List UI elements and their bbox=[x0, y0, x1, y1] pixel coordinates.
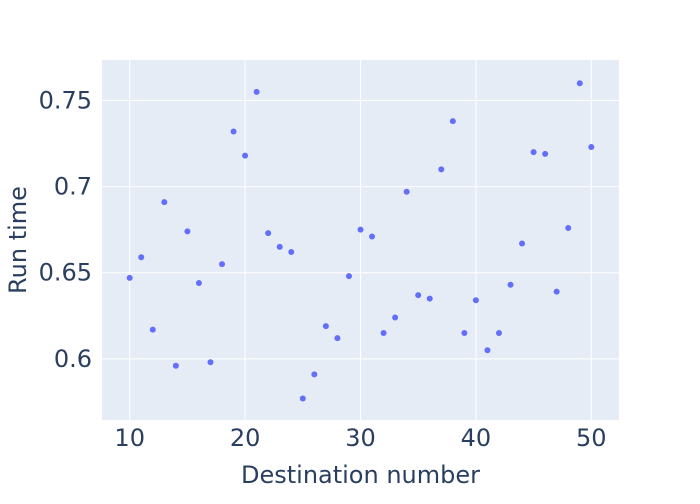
x-tick-label: 10 bbox=[114, 424, 145, 452]
data-point[interactable] bbox=[288, 249, 295, 256]
data-point[interactable] bbox=[461, 330, 468, 337]
data-point[interactable] bbox=[576, 80, 583, 87]
y-tick-label: 0.6 bbox=[54, 345, 92, 373]
y-axis-label: Run time bbox=[4, 186, 32, 294]
data-point[interactable] bbox=[380, 330, 387, 337]
y-tick-label: 0.65 bbox=[39, 259, 92, 287]
data-point[interactable] bbox=[299, 395, 306, 402]
x-tick-label: 20 bbox=[230, 424, 261, 452]
data-point[interactable] bbox=[253, 88, 260, 95]
x-axis-label: Destination number bbox=[241, 461, 480, 489]
data-point[interactable] bbox=[484, 347, 491, 354]
x-tick-label: 50 bbox=[576, 424, 607, 452]
data-point[interactable] bbox=[184, 228, 191, 235]
y-tick-label: 0.75 bbox=[39, 86, 92, 114]
data-point[interactable] bbox=[507, 281, 514, 288]
data-point[interactable] bbox=[495, 330, 502, 337]
grid-lines bbox=[102, 60, 619, 420]
data-point[interactable] bbox=[392, 314, 399, 321]
data-point[interactable] bbox=[415, 292, 422, 299]
data-point[interactable] bbox=[542, 150, 549, 157]
data-point[interactable] bbox=[472, 297, 479, 304]
data-point[interactable] bbox=[322, 323, 329, 330]
data-point[interactable] bbox=[230, 128, 237, 135]
data-point[interactable] bbox=[553, 288, 560, 295]
data-point[interactable] bbox=[138, 254, 145, 261]
data-point[interactable] bbox=[242, 152, 249, 159]
data-point[interactable] bbox=[219, 261, 226, 268]
data-point[interactable] bbox=[311, 371, 318, 378]
data-point[interactable] bbox=[276, 243, 283, 250]
data-point[interactable] bbox=[403, 188, 410, 195]
data-point[interactable] bbox=[565, 224, 572, 231]
y-tick-label: 0.7 bbox=[54, 173, 92, 201]
data-point[interactable] bbox=[207, 359, 214, 366]
data-point[interactable] bbox=[195, 280, 202, 287]
data-point[interactable] bbox=[345, 273, 352, 280]
data-point[interactable] bbox=[265, 230, 272, 237]
data-point[interactable] bbox=[588, 143, 595, 150]
data-point[interactable] bbox=[530, 149, 537, 156]
y-axis-ticks: 0.6 0.65 0.7 0.75 bbox=[39, 86, 92, 372]
data-point[interactable] bbox=[126, 274, 133, 281]
data-point[interactable] bbox=[438, 166, 445, 173]
data-point[interactable] bbox=[357, 226, 364, 233]
x-tick-label: 30 bbox=[345, 424, 376, 452]
data-point[interactable] bbox=[334, 335, 341, 342]
data-point[interactable] bbox=[449, 118, 456, 125]
x-tick-label: 40 bbox=[461, 424, 492, 452]
data-point[interactable] bbox=[369, 233, 376, 240]
data-point[interactable] bbox=[426, 295, 433, 302]
data-points bbox=[126, 80, 595, 402]
data-point[interactable] bbox=[519, 240, 526, 247]
data-point[interactable] bbox=[172, 362, 179, 369]
data-point[interactable] bbox=[161, 199, 168, 206]
data-point[interactable] bbox=[149, 326, 156, 333]
x-axis-ticks: 10 20 30 40 50 bbox=[114, 424, 606, 452]
